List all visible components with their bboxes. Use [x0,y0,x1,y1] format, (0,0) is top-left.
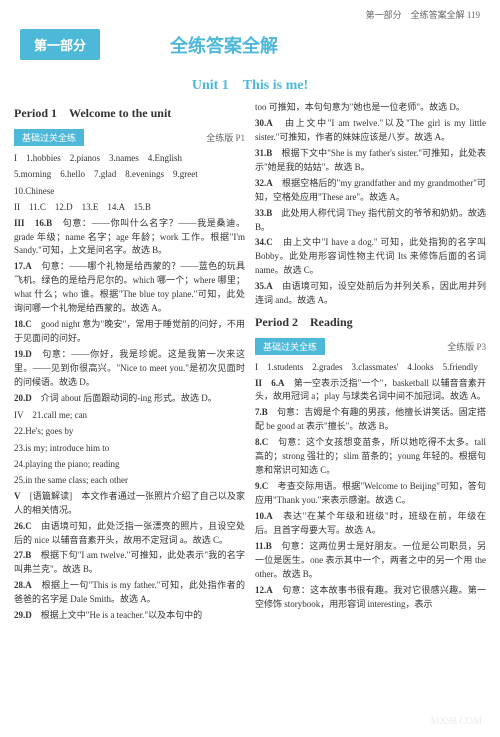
explanation-item: 32.A 根据空格后的"my grandfather and my grandm… [255,176,486,206]
explanation-item: 33.B 此处用人称代词 They 指代前文的爷爷和奶奶。故选 B。 [255,206,486,236]
explanation-item: 35.A 由语境可知，设空处前后为并列关系，因此用并列连词 and。故选 A。 [255,279,486,309]
unit-title: Unit 1 This is me! [0,68,500,100]
explanation-item: 20.D 介词 about 后面跟动词的-ing 形式。故选 D。 [14,391,245,407]
explanation-text: 根据上一句"This is my father."可知，此处指作者的爸爸的名字是… [14,580,245,604]
banner-tab: 第一部分 [20,29,100,60]
explanation-text: 句意：这本故事书很有趣。我对它很感兴趣。第一空修饰 storybook，用形容词… [255,585,486,609]
explanation-item: 9.C 考查交际用语。根据"Welcome to Beijing"可知，答句应用… [255,479,486,509]
content-columns: Period 1 Welcome to the unit 基础过关全练 全练版 … [0,100,500,624]
answer-row: 23.is my; introduce him to [14,440,245,456]
practice-label: 基础过关全练 [14,129,84,146]
explanation-text: 由上文中"I have a dog." 可知，此处指狗的名字叫 Bobby。此处… [255,237,486,275]
question-number: 30.A [255,118,273,128]
question-number: 33.B [255,208,272,218]
answer-row: IV 21.call me; can [14,407,245,423]
banner-title: 全练答案全解 [170,32,278,58]
question-number: 18.C [14,319,32,329]
explanation-text: 此处用人称代词 They 指代前文的爷爷和奶奶。故选 B。 [255,208,486,232]
question-number: 9.C [255,481,268,491]
watermark: MX98.COM [431,716,482,727]
explanation-item: V [语篇解读] 本文作者通过一张照片介绍了自己以及家人的相关情况。 [14,489,245,519]
explanation-item: 29.D 根据上文中"He is a teacher."以及本句中的 [14,608,245,624]
explanation-item: 17.A 句意：——哪个礼物是给西蒙的？——蓝色的玩具飞机。绿色的是给丹尼尔的。… [14,259,245,317]
breadcrumb: 第一部分 全练答案全解 [366,10,465,20]
practice-label: 基础过关全练 [255,338,325,355]
question-number: 28.A [14,580,32,590]
question-number: 8.C [255,437,268,447]
explanation-item: 31.B 根据下文中"She is my father's sister."可推… [255,146,486,176]
practice-page-ref: 全练版 P1 [206,131,245,144]
answer-row: II 11.C 12.D 13.E 14.A 15.B [14,199,245,215]
explanation-text: 句意：——哪个礼物是给西蒙的？——蓝色的玩具飞机。绿色的是给丹尼尔的。which… [14,261,245,313]
explanation-text: 考查交际用语。根据"Welcome to Beijing"可知，答句应用"Tha… [255,481,486,505]
explanation-text: 表达"在某个年级和班级"时，班级在前，年级在后。且首字母要大写。故选 A。 [255,511,486,535]
explanation-item: 12.A 句意：这本故事书很有趣。我对它很感兴趣。第一空修饰 storybook… [255,583,486,613]
question-number: 11.B [255,541,272,551]
explanation-item: 26.C 由语境可知，此处泛指一张漂亮的照片，且设空处后的 nice 以辅音音素… [14,519,245,549]
question-number: 31.B [255,148,272,158]
explanation-item: 8.C 句意：这个女孩想变苗条，所以她吃得不太多。tall 高的；strong … [255,435,486,479]
question-number: V [14,491,21,501]
explanation-text: too 可推知，本句句意为"她也是一位老师"。故选 D。 [255,102,465,112]
question-number: 35.A [255,281,273,291]
explanation-item: too 可推知，本句句意为"她也是一位老师"。故选 D。 [255,100,486,116]
explanation-item: 34.C 由上文中"I have a dog." 可知，此处指狗的名字叫 Bob… [255,235,486,279]
explanation-text: 句意：这个女孩想变苗条，所以她吃得不太多。tall 高的；strong 强壮的；… [255,437,486,475]
question-number: 10.A [255,511,273,521]
answer-row: 24.playing the piano; reading [14,456,245,472]
explanation-item: 7.B 句意：吉姆是个有趣的男孩，他擅长讲笑话。固定搭配 be good at … [255,405,486,435]
explanation-text: 句意：这两位男士是好朋友。一位是公司职员，另一位是医生。one 表示其中一个，两… [255,541,486,579]
explanation-item: 19.D 句意：——你好，我是珍妮。这是我第一次来这里。——见到你很高兴。"Ni… [14,347,245,391]
explanation-text: 根据空格后的"my grandfather and my grandmother… [255,178,486,202]
explanation-item: 27.B 根据下句"I am twelve."可推知，此处表示"我的名字叫弗兰克… [14,548,245,578]
answer-row: 22.He's; goes by [14,423,245,439]
explanation-item: 11.B 句意：这两位男士是好朋友。一位是公司职员，另一位是医生。one 表示其… [255,539,486,583]
explanation-text: 根据下文中"She is my father's sister."可推知，此处表… [255,148,486,172]
question-number: 7.B [255,407,268,417]
explanation-text: 由上文中"I am twelve."以及"The girl is my litt… [255,118,486,142]
explanation-text: 句意：——你好，我是珍妮。这是我第一次来这里。——见到你很高兴。"Nice to… [14,349,245,387]
answer-row: 25.in the same class; each other [14,472,245,488]
explanation-text: good night 意为"晚安"，常用于睡觉前的问好，不用于见面问的问好。 [14,319,245,343]
explanation-item: 30.A 由上文中"I am twelve."以及"The girl is my… [255,116,486,146]
practice-bar: 基础过关全练 全练版 P1 [14,129,245,146]
practice-page-ref: 全练版 P3 [447,340,486,353]
question-number: III 16.B [14,218,52,228]
practice-bar: 基础过关全练 全练版 P3 [255,338,486,355]
question-number: 20.D [14,393,32,403]
explanation-item: III 16.B 句意：——你叫什么名字？——我是桑迪。grade 年级；nam… [14,216,245,260]
left-column: Period 1 Welcome to the unit 基础过关全练 全练版 … [14,100,245,624]
question-number: 26.C [14,521,32,531]
period-title: Period 2 Reading [255,309,486,334]
explanation-item: 28.A 根据上一句"This is my father."可知，此处指作者的爸… [14,578,245,608]
explanation-text: 句意：吉姆是个有趣的男孩，他擅长讲笑话。固定搭配 be good at 表示"擅… [255,407,486,431]
question-number: 34.C [255,237,273,247]
explanation-text: 根据下句"I am twelve."可推知，此处表示"我的名字叫弗兰克"。故选 … [14,550,245,574]
question-number: 27.B [14,550,31,560]
question-number: 29.D [14,610,32,620]
explanation-text: 由语境可知，设空处前后为并列关系，因此用并列连词 and。故选 A。 [255,281,486,305]
question-number: 12.A [255,585,273,595]
explanation-item: 18.C good night 意为"晚安"，常用于睡觉前的问好，不用于见面问的… [14,317,245,347]
answer-row: 5.morning 6.hello 7.glad 8.evenings 9.gr… [14,166,245,182]
explanation-item: II 6.A 第一空表示泛指"一个"，basketball 以辅音音素开头，故用… [255,376,486,406]
explanation-item: 10.A 表达"在某个年级和班级"时，班级在前，年级在后。且首字母要大写。故选 … [255,509,486,539]
page-number: 119 [467,10,480,20]
answer-row: I 1.students 2.grades 3.classmates' 4.lo… [255,359,486,375]
explanation-text: 介词 about 后面跟动词的-ing 形式。故选 D。 [41,393,217,403]
section-banner: 第一部分 全练答案全解 [0,25,500,68]
page-header: 第一部分 全练答案全解 119 [0,0,500,25]
answer-row: 10.Chinese [14,183,245,199]
explanation-text: 由语境可知，此处泛指一张漂亮的照片，且设空处后的 nice 以辅音音素开头，故用… [14,521,245,545]
explanation-text: [语篇解读] 本文作者通过一张照片介绍了自己以及家人的相关情况。 [14,491,245,515]
period-title: Period 1 Welcome to the unit [14,100,245,125]
question-number: 32.A [255,178,273,188]
question-number: II 6.A [255,378,285,388]
answer-row: I 1.hobbies 2.pianos 3.names 4.English [14,150,245,166]
question-number: 19.D [14,349,32,359]
right-column: too 可推知，本句句意为"她也是一位老师"。故选 D。 30.A 由上文中"I… [255,100,486,624]
explanation-text: 根据上文中"He is a teacher."以及本句中的 [41,610,202,620]
explanation-text: 第一空表示泛指"一个"，basketball 以辅音音素开头，故用冠词 a；pl… [255,378,486,402]
question-number: 17.A [14,261,32,271]
